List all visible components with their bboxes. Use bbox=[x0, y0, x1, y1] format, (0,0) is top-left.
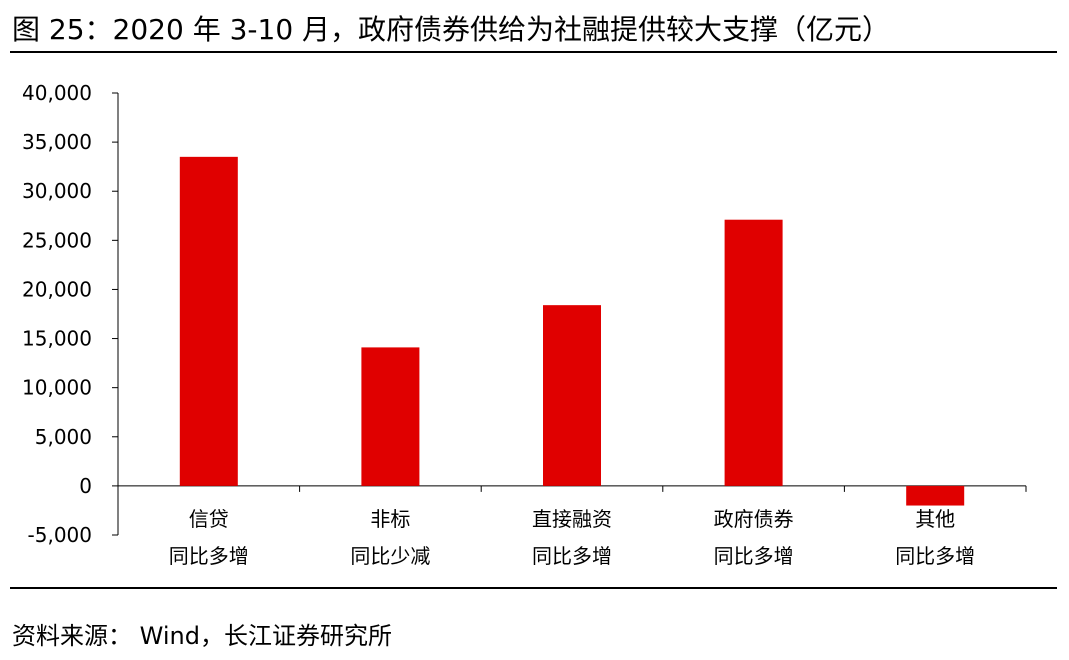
x-category-label: 政府债券 bbox=[714, 507, 794, 531]
x-category-label: 直接融资 bbox=[532, 507, 612, 531]
y-tick-label: 20,000 bbox=[22, 277, 92, 301]
x-category-label: 同比多增 bbox=[169, 544, 249, 568]
y-tick-label: 5,000 bbox=[35, 425, 92, 449]
bar bbox=[179, 156, 238, 486]
chart-title: 图 25：2020 年 3-10 月，政府债券供给为社融提供较大支撑（亿元） bbox=[12, 13, 891, 46]
y-tick-label: 10,000 bbox=[22, 376, 92, 400]
x-category-label: 同比多增 bbox=[532, 544, 612, 568]
y-tick-label: 15,000 bbox=[22, 327, 92, 351]
y-tick-label: 25,000 bbox=[22, 228, 92, 252]
y-axis: 40,000 35,000 30,000 25,000 20,000 15,000 10,0… bbox=[22, 81, 119, 547]
footer-divider bbox=[10, 587, 1057, 589]
x-category-label: 同比多增 bbox=[714, 544, 794, 568]
x-category-label: 同比少减 bbox=[350, 544, 430, 568]
bar bbox=[543, 305, 601, 486]
y-tick-label: 0 bbox=[79, 474, 92, 498]
x-category-label: 同比多增 bbox=[895, 544, 975, 568]
source-note: 资料来源： Wind，长江证券研究所 bbox=[12, 622, 392, 650]
bar-chart: 40,000 35,000 30,000 25,000 20,000 15,000 10,0… bbox=[22, 81, 1027, 568]
title-divider bbox=[10, 51, 1057, 53]
x-category-label: 其他 bbox=[915, 507, 955, 531]
y-tick-label: 35,000 bbox=[22, 130, 92, 154]
bar bbox=[724, 219, 783, 486]
bar bbox=[906, 485, 965, 506]
x-category-label: 信贷 bbox=[189, 507, 229, 531]
bars bbox=[179, 156, 965, 506]
y-tick-label: 30,000 bbox=[22, 179, 92, 203]
y-tick-label: 40,000 bbox=[22, 81, 92, 105]
y-tick-label: -5,000 bbox=[28, 523, 92, 547]
x-axis bbox=[117, 485, 1027, 492]
bar bbox=[361, 347, 420, 486]
x-category-label: 非标 bbox=[370, 507, 410, 531]
